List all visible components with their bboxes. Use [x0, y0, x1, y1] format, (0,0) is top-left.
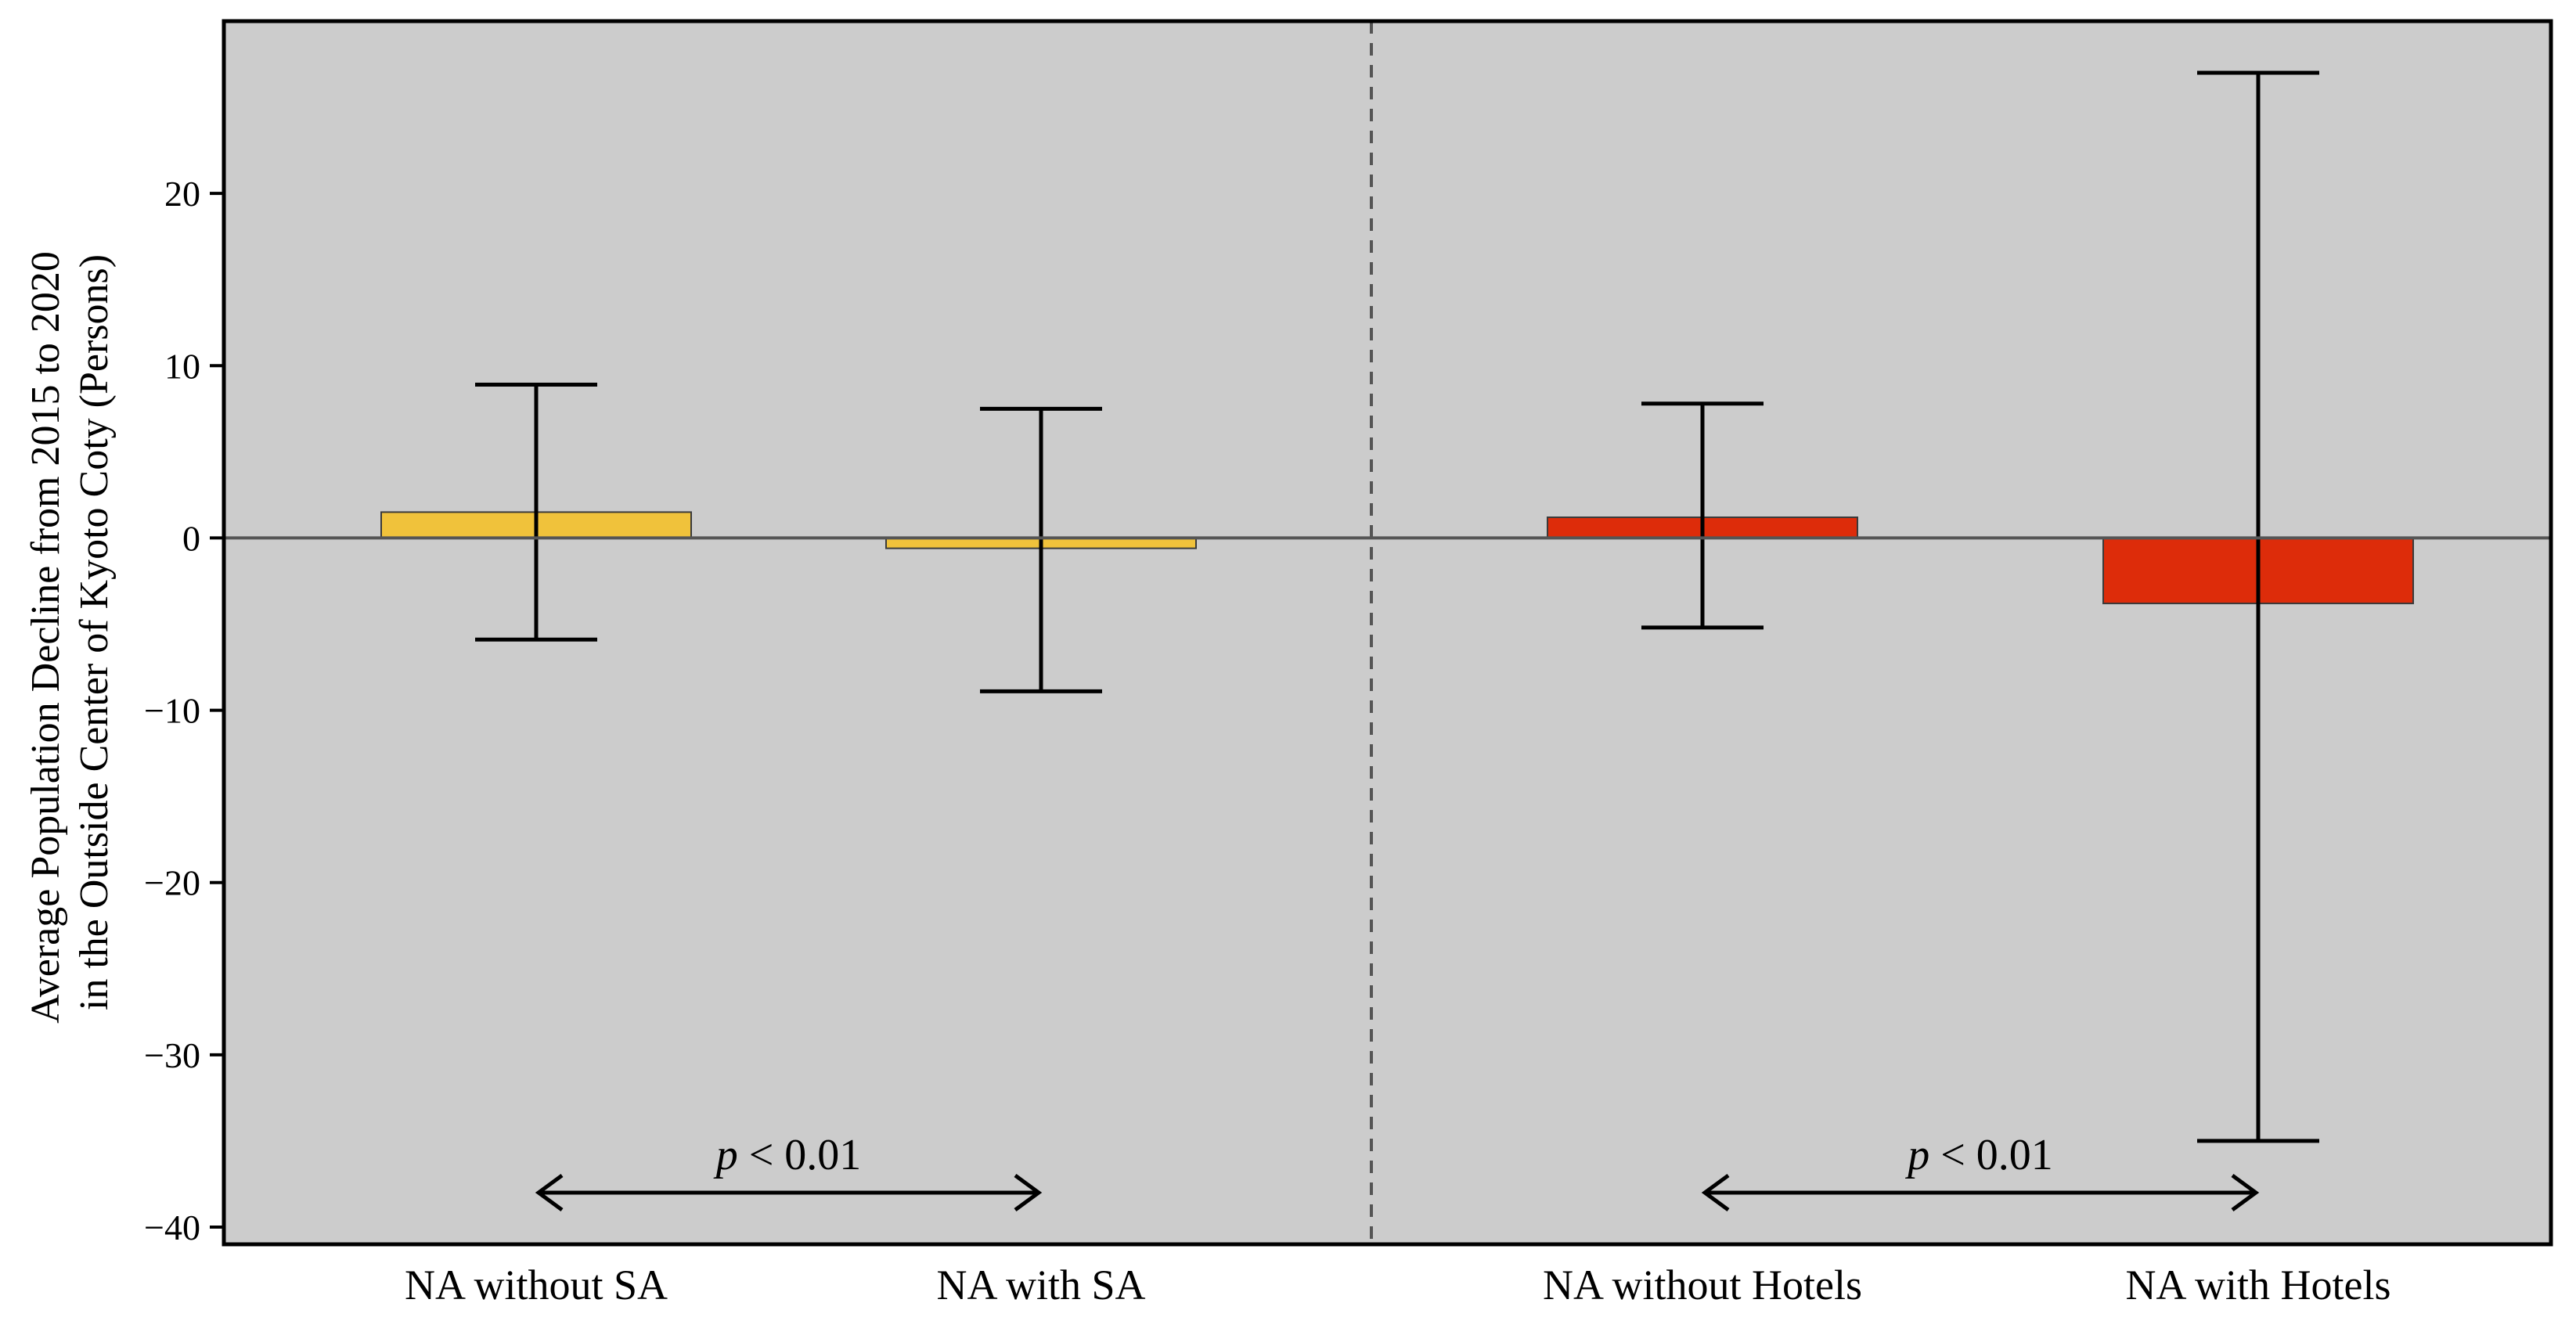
y-tick-label-2: 0 — [182, 518, 200, 558]
x-tick-label-0: NA without SA — [405, 1262, 668, 1308]
arrowhead-right-1 — [2231, 1173, 2260, 1211]
arrowhead-right-0 — [1014, 1173, 1043, 1211]
y-tick-label-6: −40 — [144, 1208, 200, 1247]
x-tick-label-2: NA without Hotels — [1543, 1262, 1862, 1308]
significance-label-1: p < 0.01 — [1904, 1131, 2053, 1179]
arrowhead-left-0 — [535, 1173, 564, 1211]
y-tick-label-5: −30 — [144, 1035, 200, 1075]
plot-frame — [222, 19, 2553, 1247]
y-axis-label: Average Population Decline from 2015 to … — [23, 241, 117, 1024]
plot-background — [224, 21, 2551, 1244]
annotations: p < 0.01 p < 0.01 — [535, 1131, 2260, 1211]
y-axis-label-line1: Average Population Decline from 2015 to … — [23, 251, 68, 1024]
y-tick-label-0: 20 — [164, 174, 200, 214]
y-tick-label-3: −10 — [144, 691, 200, 731]
x-tick-label-3: NA with Hotels — [2125, 1262, 2390, 1308]
y-tick-label-1: 10 — [164, 346, 200, 386]
arrowhead-left-1 — [1701, 1173, 1730, 1211]
y-tick-label-4: −20 — [144, 863, 200, 903]
significance-label-0: p < 0.01 — [713, 1131, 862, 1179]
x-axis: NA without SA NA with SA NA without Hotels… — [405, 1262, 2391, 1308]
y-axis-label-line2: in the Outside Center of Kyoto Coty (Per… — [72, 254, 117, 1010]
x-tick-label-1: NA with SA — [936, 1262, 1145, 1308]
y-axis: 20 10 0 −10 −20 −30 −40 — [144, 174, 224, 1247]
error-bars — [475, 70, 2319, 1143]
